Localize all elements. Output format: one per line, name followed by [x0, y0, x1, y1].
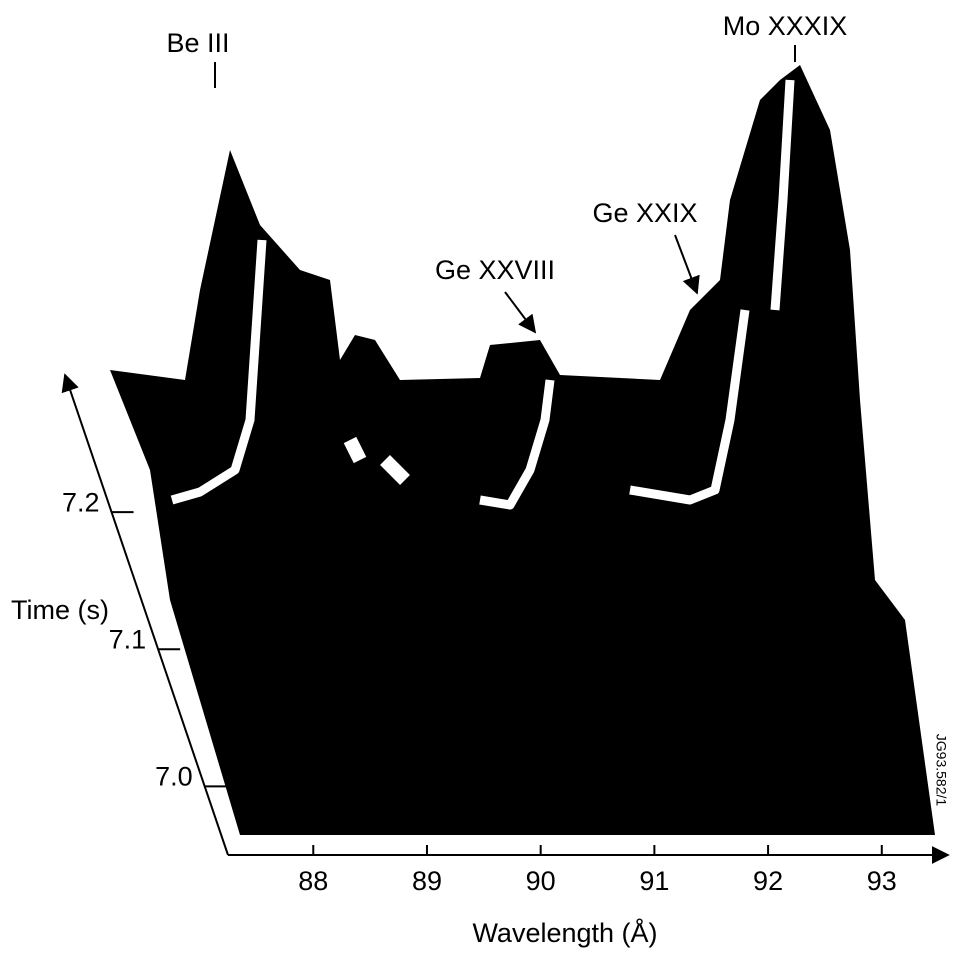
x-tick-label: 93 [867, 866, 897, 896]
y-axis-label: Time (s) [11, 595, 109, 625]
spectra-surface [110, 65, 935, 835]
annotation: Mo XXXIX [723, 11, 848, 41]
x-tick-label: 90 [526, 866, 556, 896]
annotation: Be III [166, 28, 229, 58]
x-tick-label: 92 [753, 866, 783, 896]
x-axis-label: Wavelength (Å) [472, 917, 657, 948]
y-tick-label: 7.1 [109, 624, 147, 654]
y-tick-label: 7.2 [62, 487, 100, 517]
x-tick-label: 88 [298, 866, 328, 896]
figure-id: JG93.582/1 [933, 734, 949, 807]
annotation: Ge XXVIII [435, 255, 555, 285]
x-tick-label: 89 [412, 866, 442, 896]
annotation: Ge XXIX [592, 198, 697, 228]
y-tick-label: 7.0 [155, 762, 193, 792]
y-axis [61, 373, 229, 856]
spectrum-ridges [170, 79, 795, 510]
annotation-arrow [674, 234, 700, 295]
x-tick-label: 91 [639, 866, 669, 896]
annotation-arrow [504, 291, 537, 334]
